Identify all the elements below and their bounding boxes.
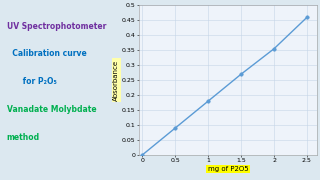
Text: Vanadate Molybdate: Vanadate Molybdate [7, 105, 96, 114]
Text: for P₂O₅: for P₂O₅ [7, 77, 57, 86]
Text: Calibration curve: Calibration curve [7, 50, 86, 59]
Y-axis label: Absorbance: Absorbance [113, 60, 119, 101]
Text: method: method [7, 133, 40, 142]
X-axis label: mg of P2O5: mg of P2O5 [208, 166, 248, 172]
Text: UV Spectrophotometer: UV Spectrophotometer [7, 22, 106, 31]
